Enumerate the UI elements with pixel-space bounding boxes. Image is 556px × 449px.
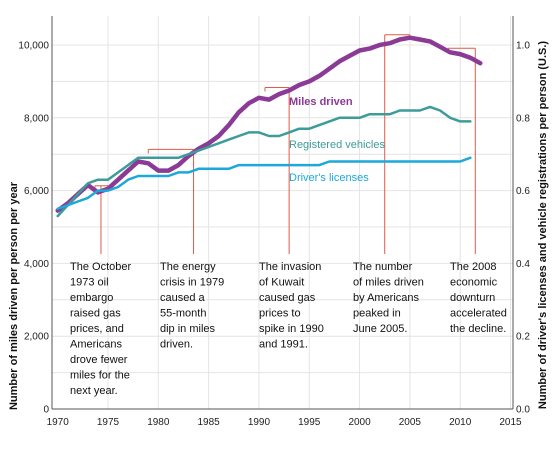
annotation-line: raised gas (70, 308, 121, 320)
annotation-line: of Kuwait (259, 277, 304, 289)
annotation-line: the decline. (450, 323, 506, 335)
series-label: Registered vehicles (289, 139, 385, 151)
annotation-line: June 2005. (353, 323, 407, 335)
x-tick-label: 2015 (499, 417, 522, 428)
y-tick-label: 2,000 (24, 332, 49, 343)
y2-tick-label: 0.6 (516, 186, 530, 197)
axes: 0 2,000 4,000 6,000 8,000 10,000 0.0 0.2 0.4 0.6 0… (18, 16, 530, 428)
series-line-miles-driven (55, 35, 483, 213)
series-label: Driver's licenses (289, 172, 369, 184)
x-tick-label: 1970 (47, 417, 70, 428)
x-tick-label: 1985 (198, 417, 221, 428)
y-tick-label: 4,000 (24, 259, 49, 270)
x-tick-label: 1975 (97, 417, 120, 428)
y-tick-label: 0 (43, 405, 49, 416)
series-line-driver-s-licenses (56, 156, 472, 211)
annotation-line: spike in 1990 (259, 323, 324, 335)
annotation-2008-downturn: The 2008 economic downturn accelerated the d… (450, 261, 507, 335)
series-label: Miles driven (289, 96, 353, 108)
annotation-line: drove fewer (70, 354, 128, 366)
annotation-line: peaked in (353, 308, 401, 320)
series-labels: Miles driven Registered vehicles Driver's … (289, 96, 385, 184)
data-series (55, 35, 483, 218)
annotation-kuwait-invasion: The invasion of Kuwait caused gas prices to… (259, 261, 324, 351)
y2-tick-label: 0.2 (516, 332, 530, 343)
annotation-line: caused gas (259, 292, 316, 304)
annotation-line: driven. (160, 339, 193, 351)
annotation-line: prices to (259, 308, 301, 320)
x-tick-label: 1980 (147, 417, 170, 428)
y2-tick-label: 0.0 (516, 405, 530, 416)
annotation-line: of miles driven (353, 277, 424, 289)
annotation-line: next year. (70, 385, 118, 397)
annotation-1973-oil-embargo: The October 1973 oil embargo raised gas pric… (70, 261, 131, 397)
x-tick-label: 1995 (298, 417, 321, 428)
annotation-line: dip in miles (160, 323, 216, 335)
y2-tick-label: 0.4 (516, 259, 530, 270)
annotation-line: miles for the (70, 370, 130, 382)
annotation-line: 1973 oil (70, 277, 109, 289)
annotation-line: embargo (70, 292, 113, 304)
annotation-line: The invasion (259, 261, 321, 273)
annotation-line: The number (353, 261, 413, 273)
y2-tick-label: 1.0 (516, 41, 530, 52)
annotation-line: caused a (160, 292, 206, 304)
annotation-line: Americans (70, 339, 122, 351)
y-axis-title: Number of miles driven per person per ye… (8, 181, 20, 410)
y-tick-label: 6,000 (24, 186, 49, 197)
annotation-line: by Americans (353, 292, 420, 304)
annotation-line: 55-month (160, 308, 206, 320)
annotation-line: and 1991. (259, 339, 308, 351)
annotation-line: accelerated (450, 308, 507, 320)
annotation-line: The energy (160, 261, 216, 273)
annotation-line: downturn (450, 292, 495, 304)
x-tick-label: 2000 (348, 417, 371, 428)
annotation-texts: The October 1973 oil embargo raised gas pric… (70, 261, 507, 397)
annotation-line: The 2008 (450, 261, 496, 273)
x-tick-label: 1990 (248, 417, 271, 428)
series-line-registered-vehicles (56, 105, 472, 218)
x-tick-label: 2005 (399, 417, 422, 428)
annotation-peak-2005: The number of miles driven by Americans pea… (353, 261, 424, 335)
y2-axis-title: Number of driver's licenses and vehicle … (537, 41, 549, 410)
annotation-line: crisis in 1979 (160, 277, 224, 289)
y-tick-label: 10,000 (18, 41, 49, 52)
annotation-line: prices, and (70, 323, 124, 335)
x-tick-label: 2010 (449, 417, 472, 428)
annotation-line: The October (70, 261, 131, 273)
gridlines (52, 16, 513, 409)
annotation-line: economic (450, 277, 498, 289)
annotation-brackets (94, 34, 476, 254)
y-tick-label: 8,000 (24, 113, 49, 124)
y2-tick-label: 0.8 (516, 113, 530, 124)
annotation-1979-energy-crisis: The energy crisis in 1979 caused a 55-month… (160, 261, 224, 351)
